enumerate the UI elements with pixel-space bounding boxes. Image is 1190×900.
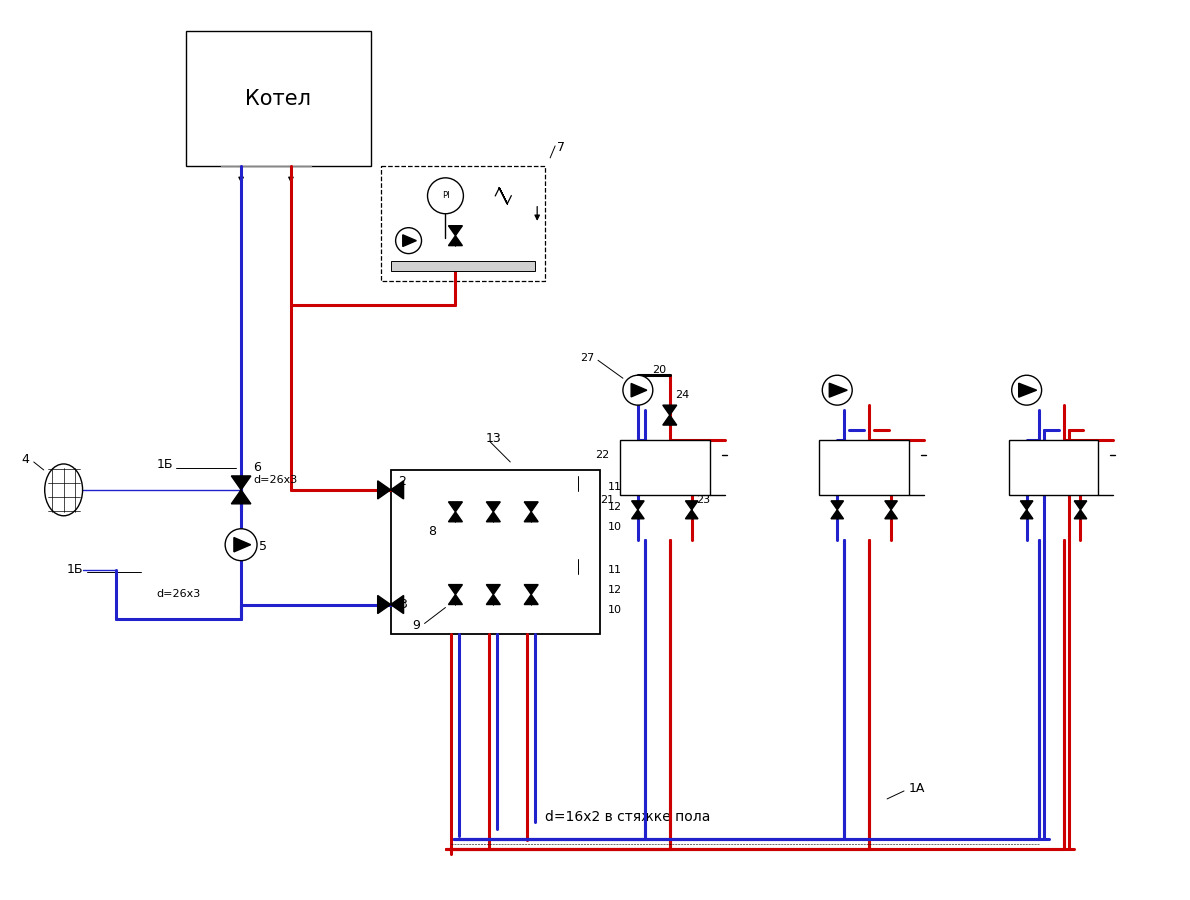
Bar: [381, 166, 545, 281]
Polygon shape: [663, 405, 677, 415]
Polygon shape: [449, 226, 463, 236]
Text: 5: 5: [259, 540, 267, 554]
Polygon shape: [885, 509, 897, 518]
Text: 4: 4: [21, 454, 30, 466]
Text: d=16x2 в стяжке пола: d=16x2 в стяжке пола: [545, 810, 710, 824]
Polygon shape: [525, 585, 538, 595]
Ellipse shape: [45, 464, 82, 516]
Text: 1Б: 1Б: [67, 563, 83, 576]
Polygon shape: [632, 509, 644, 518]
Polygon shape: [631, 383, 647, 397]
Text: 13: 13: [486, 431, 501, 445]
Text: 10: 10: [608, 605, 622, 615]
Circle shape: [1012, 375, 1041, 405]
Polygon shape: [390, 596, 403, 614]
Polygon shape: [525, 512, 538, 522]
Text: 8: 8: [428, 526, 437, 538]
Polygon shape: [829, 383, 847, 397]
Polygon shape: [831, 500, 844, 509]
Text: PI: PI: [441, 192, 450, 201]
Polygon shape: [390, 481, 403, 499]
Polygon shape: [1020, 500, 1033, 509]
Polygon shape: [663, 415, 677, 425]
Circle shape: [225, 529, 257, 561]
Polygon shape: [449, 502, 463, 512]
Polygon shape: [377, 596, 390, 614]
Text: 3: 3: [399, 598, 407, 611]
Bar: [390, 261, 536, 271]
Bar: [187, 32, 371, 166]
Polygon shape: [449, 236, 463, 246]
Text: 11: 11: [608, 482, 622, 492]
Text: 22: 22: [595, 450, 609, 460]
Polygon shape: [525, 595, 538, 605]
Polygon shape: [487, 595, 500, 605]
Text: 27: 27: [580, 354, 594, 364]
Circle shape: [822, 375, 852, 405]
Text: d=26x3: d=26x3: [253, 475, 298, 485]
Text: 6: 6: [253, 462, 261, 474]
Polygon shape: [487, 585, 500, 595]
Polygon shape: [525, 502, 538, 512]
Polygon shape: [234, 537, 251, 552]
Polygon shape: [1075, 509, 1086, 518]
Bar: [819, 440, 909, 495]
Text: Котел: Котел: [245, 88, 312, 109]
Bar: [1009, 440, 1098, 495]
Text: 1Б: 1Б: [156, 458, 173, 472]
Text: 12: 12: [608, 585, 622, 595]
Polygon shape: [685, 500, 699, 509]
Polygon shape: [231, 476, 251, 490]
Polygon shape: [1020, 509, 1033, 518]
Bar: [620, 440, 709, 495]
Polygon shape: [885, 500, 897, 509]
Polygon shape: [569, 559, 587, 570]
Text: 1А: 1А: [909, 782, 926, 796]
Text: 21: 21: [600, 495, 614, 505]
Text: 2: 2: [399, 475, 407, 489]
Circle shape: [427, 178, 463, 213]
Text: 20: 20: [652, 365, 666, 375]
Text: 11: 11: [608, 564, 622, 574]
Polygon shape: [632, 500, 644, 509]
Text: d=26x3: d=26x3: [156, 589, 201, 598]
Circle shape: [395, 228, 421, 254]
Text: 7: 7: [557, 141, 565, 155]
Polygon shape: [231, 490, 251, 504]
Text: 24: 24: [675, 391, 689, 401]
Text: 12: 12: [608, 502, 622, 512]
Polygon shape: [449, 595, 463, 605]
Polygon shape: [1019, 383, 1036, 397]
Polygon shape: [487, 512, 500, 522]
Polygon shape: [449, 512, 463, 522]
Bar: [390, 470, 600, 634]
Polygon shape: [569, 476, 587, 487]
Polygon shape: [487, 502, 500, 512]
Text: 23: 23: [696, 495, 709, 505]
Polygon shape: [685, 509, 699, 518]
Text: 10: 10: [608, 522, 622, 532]
Circle shape: [622, 375, 653, 405]
Text: 9: 9: [413, 619, 420, 632]
Polygon shape: [1075, 500, 1086, 509]
Polygon shape: [377, 481, 390, 499]
Polygon shape: [831, 509, 844, 518]
Polygon shape: [402, 235, 416, 247]
Polygon shape: [449, 585, 463, 595]
